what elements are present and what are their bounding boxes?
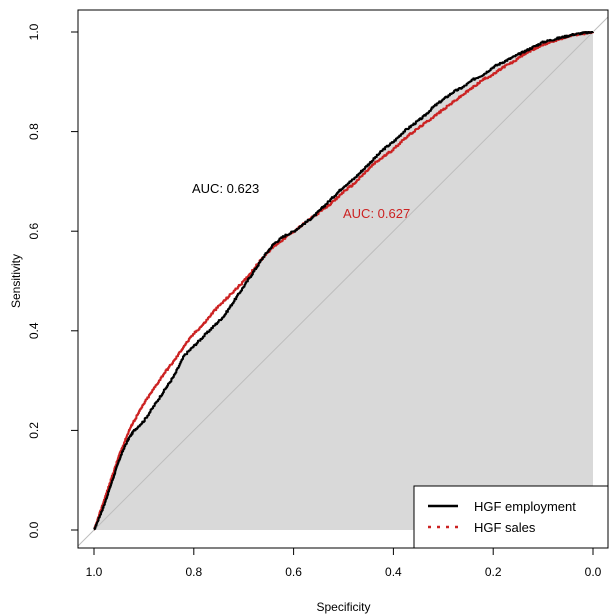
auc-label-employment: AUC: 0.623 [192, 181, 259, 196]
roc-curves [93, 31, 594, 531]
x-axis: 1.0 0.8 0.6 0.4 0.2 0.0 [86, 547, 602, 579]
diagonal-line [77, 16, 609, 547]
legend-box [413, 485, 609, 549]
x-tick-label: 0.2 [485, 565, 502, 579]
x-axis-title: Specificity [316, 600, 370, 614]
y-tick-label: 1.0 [27, 23, 41, 40]
auc-label-sales: AUC: 0.627 [343, 206, 410, 221]
x-tick-label: 0.8 [185, 565, 202, 579]
legend-entry-sales: HGF sales [474, 520, 536, 535]
x-tick-label: 0.6 [285, 565, 302, 579]
y-axis-title: Sensitivity [9, 254, 23, 308]
legend: HGF employment HGF sales [413, 485, 609, 549]
y-tick-label: 0.0 [27, 521, 41, 538]
series-line-employment [93, 31, 594, 531]
y-tick-label: 0.8 [27, 123, 41, 140]
x-tick-label: 1.0 [86, 565, 103, 579]
y-axis: 0.0 0.2 0.4 0.6 0.8 1.0 [27, 23, 78, 538]
y-tick-label: 0.2 [27, 422, 41, 439]
x-tick-label: 0.0 [585, 565, 602, 579]
y-tick-label: 0.6 [27, 223, 41, 240]
diagonal-reference-line [77, 16, 609, 547]
y-tick-label: 0.4 [27, 322, 41, 339]
legend-entry-employment: HGF employment [474, 499, 576, 514]
x-tick-label: 0.4 [385, 565, 402, 579]
